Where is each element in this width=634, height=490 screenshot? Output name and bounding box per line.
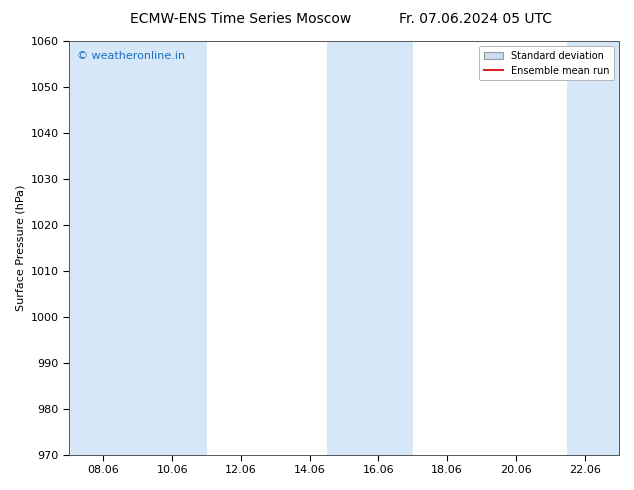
Text: © weatheronline.in: © weatheronline.in: [77, 51, 186, 61]
Bar: [69, 41, 138, 455]
Bar: [327, 41, 413, 455]
Y-axis label: Surface Pressure (hPa): Surface Pressure (hPa): [15, 185, 25, 311]
Bar: [138, 41, 207, 455]
Bar: [567, 41, 619, 455]
Legend: Standard deviation, Ensemble mean run: Standard deviation, Ensemble mean run: [479, 46, 614, 80]
Text: ECMW-ENS Time Series Moscow: ECMW-ENS Time Series Moscow: [131, 12, 351, 26]
Text: Fr. 07.06.2024 05 UTC: Fr. 07.06.2024 05 UTC: [399, 12, 552, 26]
